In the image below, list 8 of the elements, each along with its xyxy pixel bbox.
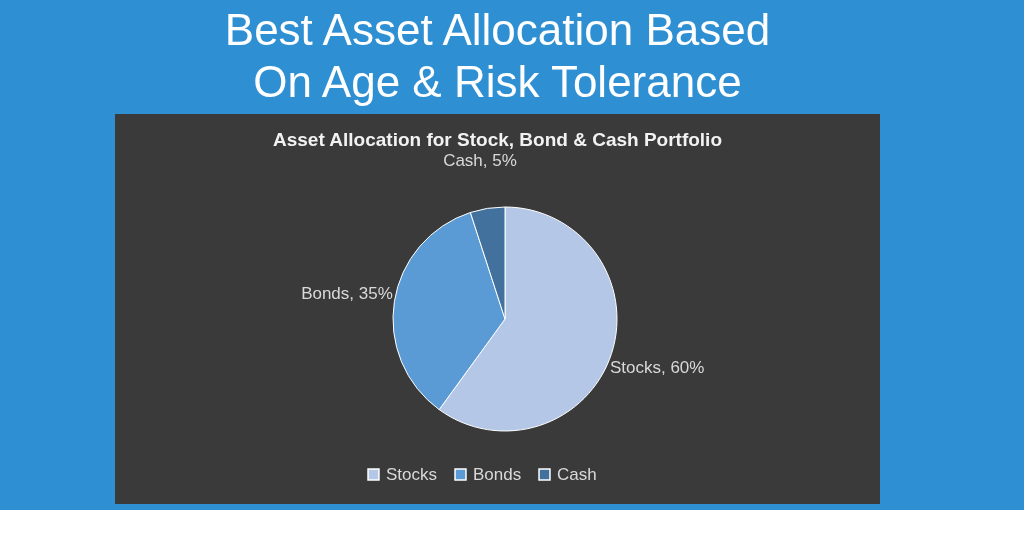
legend-label: Cash: [557, 464, 597, 484]
chart-title: Best Asset Allocation Based On Age & Risk Tolerance: [224, 5, 771, 106]
data-label: Stocks, 60%: [609, 358, 705, 378]
legend-label: Bonds: [473, 464, 522, 484]
data-label: Cash, 5%: [443, 150, 517, 170]
legend-label: Stocks: [386, 464, 438, 484]
data-label: Bonds, 35%: [301, 283, 393, 303]
chart-subtitle: Asset Allocation for Stock, Bond & Cash Portfolio: [273, 129, 722, 150]
